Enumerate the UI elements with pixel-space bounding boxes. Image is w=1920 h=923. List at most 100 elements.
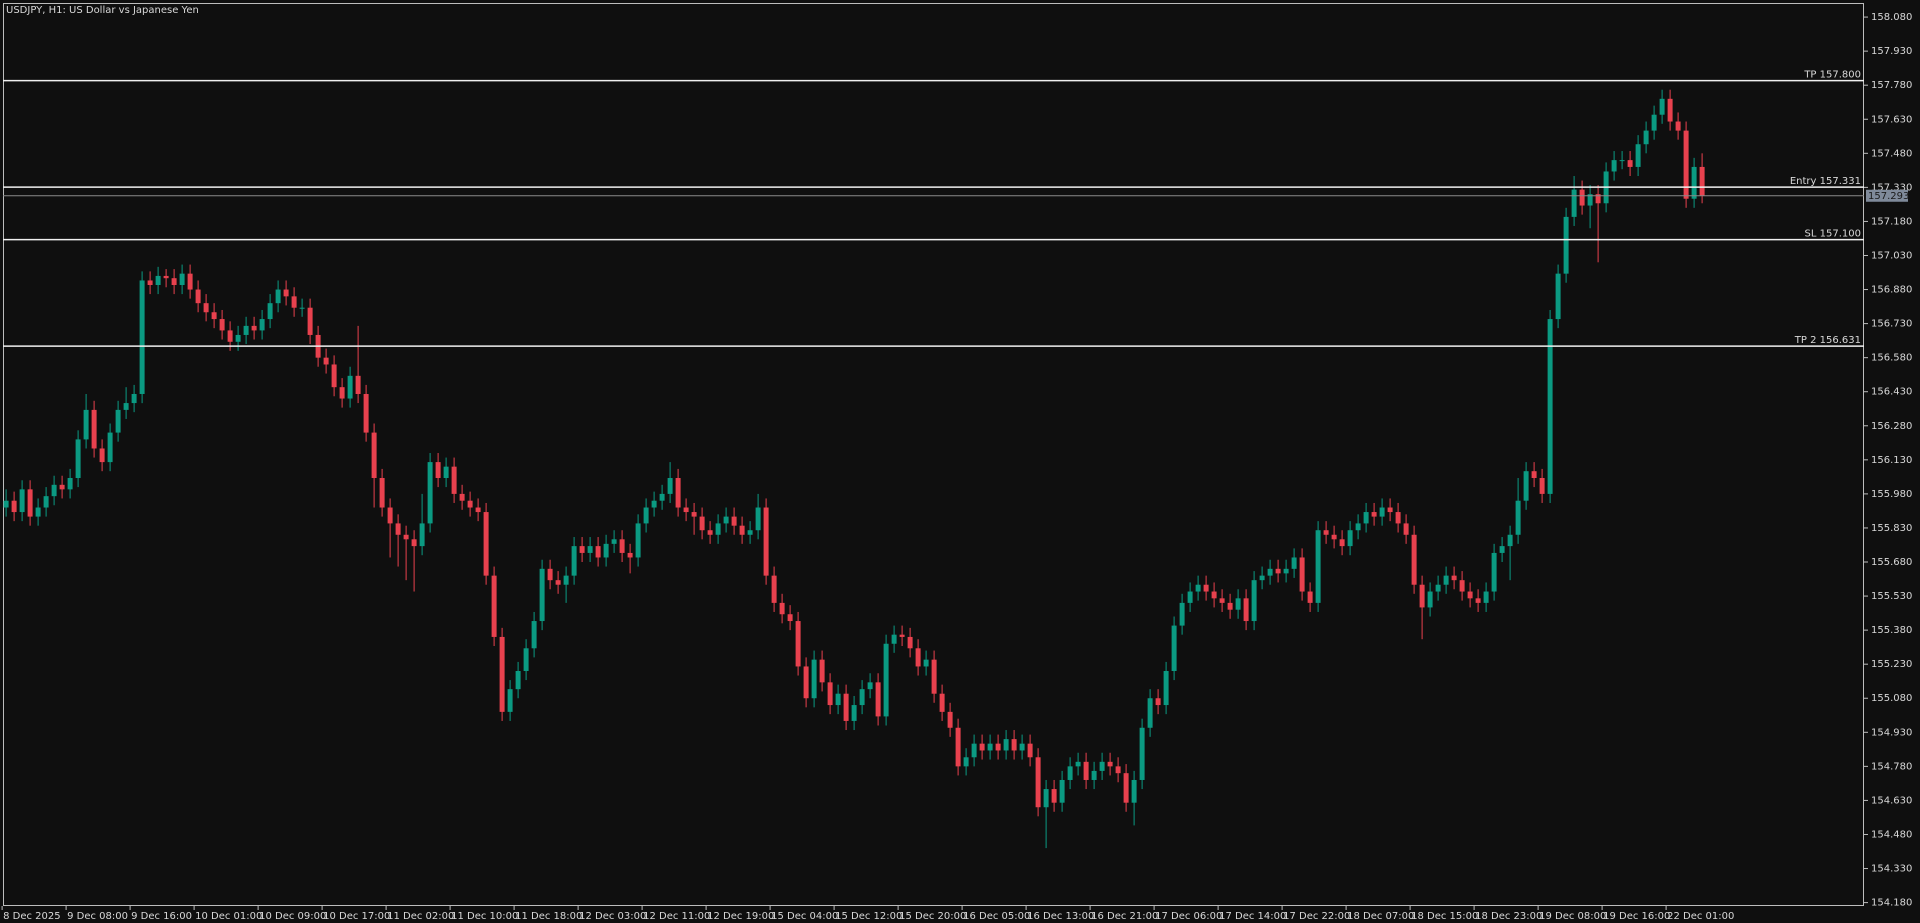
candle-body (1107, 761, 1113, 767)
y-tick-label: 156.430 (1871, 387, 1912, 398)
candle-body (595, 546, 601, 558)
candle-body (1499, 546, 1505, 553)
y-tick-label: 155.530 (1871, 591, 1912, 602)
candle-body (651, 500, 657, 508)
candle-body (1459, 580, 1465, 592)
x-tick-label: 11 Dec 02:00 (387, 911, 454, 922)
candle-body (1467, 591, 1473, 599)
candle-body (867, 682, 873, 690)
candle-body (291, 296, 297, 308)
y-tick-label: 157.480 (1871, 148, 1912, 159)
candle-body (427, 462, 433, 524)
candle-body (1187, 591, 1193, 603)
candle-body (1291, 557, 1297, 569)
candle-body (1235, 598, 1241, 610)
y-tick-label: 156.880 (1871, 285, 1912, 296)
candle-body (155, 275, 161, 286)
candle-body (1059, 779, 1065, 803)
candle-body (1587, 194, 1593, 206)
y-tick-label: 155.080 (1871, 693, 1912, 704)
candle-body (835, 693, 841, 706)
candle-body (435, 462, 441, 479)
candle-body (1579, 189, 1585, 206)
candle-body (371, 432, 377, 479)
candle-body (179, 273, 185, 286)
level-label: SL 157.100 (1805, 229, 1861, 240)
candle-body (83, 409, 89, 440)
candle-body (1203, 584, 1209, 592)
x-tick-label: 19 Dec 16:00 (1603, 911, 1670, 922)
candle-body (203, 303, 209, 313)
candle-body (1219, 598, 1225, 603)
candle-body (1315, 530, 1321, 603)
x-tick-label: 18 Dec 23:00 (1475, 911, 1542, 922)
candle-body (803, 666, 809, 699)
candle-body (195, 289, 201, 304)
x-tick-label: 16 Dec 21:00 (1091, 911, 1158, 922)
candle-body (995, 743, 1001, 751)
candle-body (771, 575, 777, 603)
candle-body (139, 280, 145, 394)
candle-body (1475, 598, 1481, 603)
y-tick-label: 157.780 (1871, 80, 1912, 91)
candle-body (675, 478, 681, 508)
candle-body (1035, 757, 1041, 808)
level-label: Entry 157.331 (1790, 176, 1861, 187)
candle-body (955, 727, 961, 767)
x-tick-label: 18 Dec 07:00 (1347, 911, 1414, 922)
candle-body (259, 319, 265, 331)
candle-body (147, 280, 153, 286)
candle-body (331, 364, 337, 388)
candle-body (755, 507, 761, 531)
candle-body (1115, 766, 1121, 774)
candle-body (1427, 591, 1433, 608)
y-tick-label: 156.280 (1871, 421, 1912, 432)
candle-body (899, 634, 905, 637)
candle-body (1531, 471, 1537, 479)
candle-body (579, 546, 585, 553)
candle-body (1179, 602, 1185, 626)
y-tick-label: 154.930 (1871, 727, 1912, 738)
candle-body (1275, 568, 1281, 574)
candle-body (819, 659, 825, 683)
candle-body (1627, 160, 1633, 167)
candle-body (1339, 539, 1345, 547)
x-tick-label: 12 Dec 03:00 (579, 911, 646, 922)
candle-body (947, 711, 953, 728)
y-tick-label: 155.830 (1871, 523, 1912, 534)
candle-body (795, 621, 801, 667)
candle-body (619, 539, 625, 553)
candle-body (891, 634, 897, 644)
candle-body (299, 307, 305, 309)
y-tick-label: 154.480 (1871, 829, 1912, 840)
candle-body (1403, 523, 1409, 535)
candle-body (811, 659, 817, 699)
candle-body (75, 439, 81, 479)
candle-body (971, 743, 977, 758)
candle-body (347, 375, 353, 399)
x-tick-label: 10 Dec 09:00 (259, 911, 326, 922)
candle-body (211, 312, 217, 320)
y-tick-label: 154.630 (1871, 795, 1912, 806)
candle-body (915, 648, 921, 667)
candle-body (1539, 478, 1545, 494)
candle-body (1067, 766, 1073, 780)
candle-body (859, 689, 865, 706)
candle-body (1227, 602, 1233, 610)
candle-body (851, 705, 857, 721)
x-tick-label: 9 Dec 08:00 (67, 911, 128, 922)
candle-body (1259, 575, 1265, 581)
candle-body (547, 568, 553, 581)
candle-body (715, 523, 721, 535)
candle-body (27, 489, 33, 517)
candle-body (1435, 584, 1441, 592)
candle-body (979, 743, 985, 751)
x-tick-label: 16 Dec 13:00 (1027, 911, 1094, 922)
y-tick-label: 155.980 (1871, 489, 1912, 500)
candle-body (1347, 530, 1353, 547)
candle-body (667, 478, 673, 494)
candle-body (339, 387, 345, 399)
candle-body (275, 289, 281, 304)
candle-body (1699, 166, 1705, 196)
candle-body (1243, 598, 1249, 622)
